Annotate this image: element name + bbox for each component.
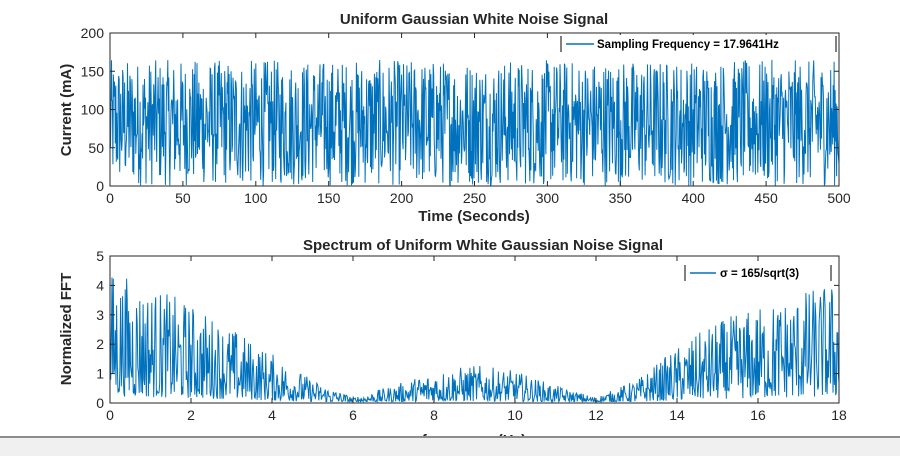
chart-1-ytick-label: 50 xyxy=(88,140,104,156)
chart-2-xtick-label: 10 xyxy=(507,407,523,423)
chart-2-xtick-label: 18 xyxy=(831,407,847,423)
axis-ticks-1: 0 50 100 150 200 250 300 350 400 450 500 0 50 100 150 2… xyxy=(81,25,851,206)
chart-1-ytick-label: 0 xyxy=(96,178,104,194)
legend-2-label: σ = 165/sqrt(3) xyxy=(720,268,799,280)
chart-2-xtick-label: 12 xyxy=(588,407,604,423)
chart-1-xtick-label: 400 xyxy=(682,190,706,206)
chart-1-xlabel: Time (Seconds) xyxy=(418,208,529,225)
chart-2-xtick-label: 0 xyxy=(106,407,114,423)
chart-1-xtick-label: 200 xyxy=(390,190,414,206)
chart-2-ytick-label: 5 xyxy=(96,248,104,264)
chart-2-xtick-label: 6 xyxy=(349,407,357,423)
window-divider xyxy=(0,436,900,438)
chart-2-title: Spectrum of Uniform White Gaussian Noise… xyxy=(303,237,663,254)
chart-2-xtick-label: 16 xyxy=(750,407,766,423)
axes-box-2 xyxy=(109,255,840,404)
chart-1-ytick-label: 100 xyxy=(81,102,105,118)
chart-2-ytick-label: 2 xyxy=(96,336,104,352)
chart-1-ytick-label: 200 xyxy=(81,25,105,41)
chart-2-ytick-label: 1 xyxy=(96,366,104,382)
chart-2-xtick-label: 4 xyxy=(268,407,276,423)
chart-1-xtick-label: 150 xyxy=(317,190,341,206)
window-status-strip xyxy=(0,438,900,456)
chart-1-ylabel: Current (mA) xyxy=(58,64,75,157)
legend-2: σ = 165/sqrt(3) xyxy=(684,264,834,282)
chart-1-xtick-label: 300 xyxy=(536,190,560,206)
chart-1-xtick-label: 350 xyxy=(609,190,633,206)
chart-1-xtick-label: 250 xyxy=(463,190,487,206)
chart-1-title: Uniform Gaussian White Noise Signal xyxy=(340,11,608,28)
legend-1-label: Sampling Frequency = 17.9641Hz xyxy=(597,39,779,51)
chart-2-ytick-label: 3 xyxy=(96,307,104,323)
chart-2-ytick-label: 0 xyxy=(96,395,104,411)
chart-2-ylabel: Normalized FFT xyxy=(58,273,75,386)
chart-2-xtick-label: 2 xyxy=(187,407,195,423)
chart-2-xtick-label: 8 xyxy=(430,407,438,423)
chart-spectrum: Spectrum of Uniform White Gaussian Noise… xyxy=(58,237,847,449)
legend-2-box xyxy=(684,264,834,282)
chart-1-xtick-label: 50 xyxy=(175,190,191,206)
legend-1-box xyxy=(560,35,837,53)
chart-1-ytick-label: 150 xyxy=(81,63,105,79)
chart-1-xtick-label: 0 xyxy=(106,190,114,206)
time-signal-line xyxy=(109,59,840,187)
chart-2-xtick-label: 14 xyxy=(669,407,685,423)
legend-1: Sampling Frequency = 17.9641Hz xyxy=(560,35,837,53)
chart-2-ytick-label: 4 xyxy=(96,277,104,293)
spectrum-line xyxy=(109,277,840,404)
chart-time-signal: Uniform Gaussian White Noise Signal 0 50 1… xyxy=(58,11,851,225)
chart-1-xtick-label: 450 xyxy=(754,190,778,206)
chart-1-xtick-label: 500 xyxy=(827,190,851,206)
chart-1-xtick-label: 100 xyxy=(244,190,268,206)
